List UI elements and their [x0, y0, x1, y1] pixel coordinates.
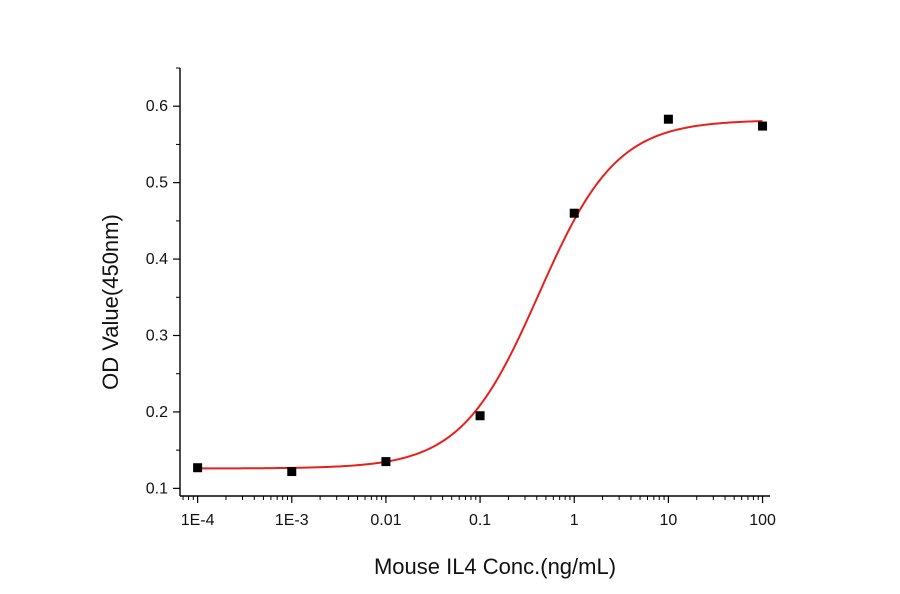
y-tick-label: 0.4	[146, 251, 168, 268]
minor-ticks	[176, 67, 759, 500]
y-axis-title: OD Value(450nm)	[98, 214, 123, 390]
y-tick-label: 0.3	[146, 328, 168, 345]
x-tick-label: 0.01	[370, 512, 401, 529]
x-tick-label: 1E-4	[181, 512, 215, 529]
axes	[179, 68, 770, 497]
x-axis-title: Mouse IL4 Conc.(ng/mL)	[374, 554, 616, 579]
data-point	[663, 114, 673, 124]
x-tick-label: 10	[659, 512, 677, 529]
x-tick-label: 1	[570, 512, 579, 529]
data-point	[287, 467, 297, 477]
x-tick-label: 1E-3	[275, 512, 309, 529]
x-tick-label: 100	[749, 512, 776, 529]
data-point	[569, 208, 579, 218]
x-tick-label: 0.1	[469, 512, 491, 529]
data-point	[381, 457, 391, 467]
y-axis-ticks: 0.1 0.2 0.3 0.4 0.5 0.6	[146, 98, 180, 497]
x-axis-ticks: 1E-4 1E-3 0.01 0.1 1 10 100	[181, 496, 776, 529]
data-point	[758, 121, 768, 131]
data-point	[475, 411, 485, 421]
data-point	[193, 463, 203, 473]
y-tick-label: 0.5	[146, 175, 168, 192]
y-tick-label: 0.6	[146, 98, 168, 115]
y-tick-label: 0.1	[146, 480, 168, 497]
y-tick-label: 0.2	[146, 404, 168, 421]
data-points	[193, 114, 768, 477]
